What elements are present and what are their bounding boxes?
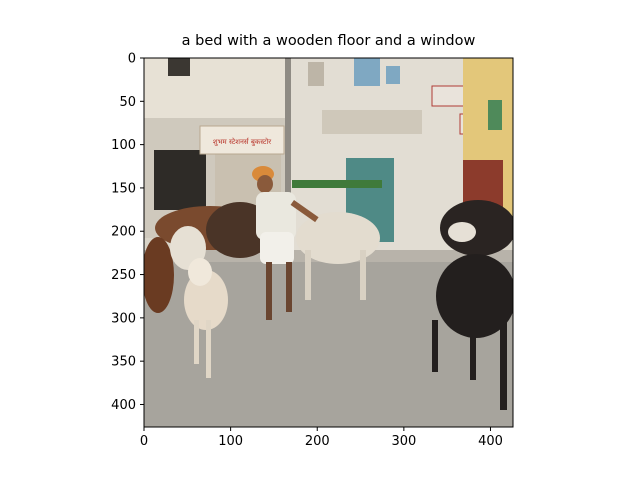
y-tick-label: 50 [119, 95, 136, 110]
man-dhoti [260, 232, 294, 264]
balcony [322, 110, 422, 134]
cow-white-back [296, 212, 380, 264]
man-head [257, 175, 273, 193]
plot-title: a bed with a wooden floor and a window [181, 33, 476, 49]
shop-front [154, 150, 206, 210]
cow-white-leg1 [305, 250, 311, 300]
cow-black-front [436, 254, 513, 338]
calf-leg2 [206, 320, 211, 378]
cow-black-back [440, 200, 513, 256]
cow-left-brown [144, 237, 174, 313]
y-tick-label: 100 [111, 138, 136, 153]
y-tick-label: 200 [111, 225, 136, 240]
axes-frame [143, 57, 514, 428]
y-tick-label: 400 [111, 398, 136, 413]
cow-black-leg1 [432, 320, 438, 372]
window-blue-2 [386, 66, 400, 84]
shop-sign [199, 125, 285, 155]
man-arm [290, 200, 319, 223]
man-shirt [256, 192, 296, 240]
calf-leg1 [194, 320, 199, 364]
upper-floor [144, 58, 289, 118]
y-tick-label: 150 [111, 181, 136, 196]
x-tick-label: 0 [140, 434, 148, 449]
y-tick-label: 300 [111, 311, 136, 326]
calf-front-body [184, 270, 228, 330]
x-tick-label: 300 [391, 434, 416, 449]
calf-front-head [188, 258, 212, 286]
x-tick-label: 400 [478, 434, 503, 449]
cow-black-leg3 [500, 320, 507, 410]
window-top-left [168, 58, 190, 76]
x-axis: 0 100 200 300 400 [140, 427, 503, 449]
right-window [488, 100, 502, 130]
y-tick-label: 250 [111, 268, 136, 283]
cow-black-leg2 [470, 320, 476, 380]
x-tick-label: 200 [305, 434, 330, 449]
green-canopy [292, 180, 382, 188]
x-tick-label: 100 [218, 434, 243, 449]
photo: शुभम स्टेशनर्स बुकस्टोर [144, 58, 513, 427]
y-axis: 0 50 100 150 200 250 300 350 400 [111, 52, 144, 413]
shop-sign-text: शुभम स्टेशनर्स बुकस्टोर [213, 137, 271, 146]
cow-white-leg2 [360, 250, 366, 300]
y-tick-label: 350 [111, 355, 136, 370]
man-leg2 [286, 262, 292, 312]
y-tick-label: 0 [128, 52, 136, 67]
cow-black-patch [448, 222, 476, 242]
man-leg1 [266, 262, 272, 320]
utility-pole [285, 58, 291, 218]
window-blue-1 [354, 58, 380, 86]
window-vent [308, 62, 324, 86]
